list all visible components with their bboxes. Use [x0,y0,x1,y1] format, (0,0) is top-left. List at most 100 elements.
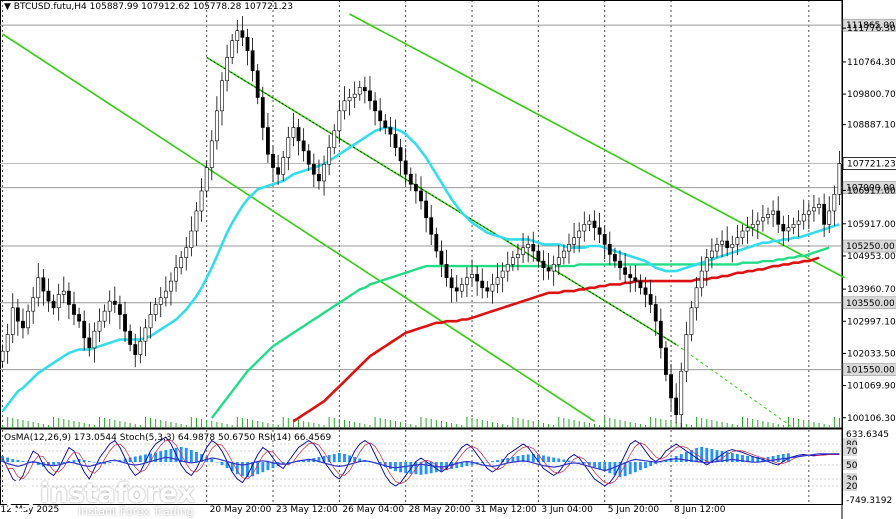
candle-body [26,310,30,329]
volume-bar [777,424,779,428]
osma-bar [695,447,698,463]
osma-bar [220,462,224,466]
osma-bar [281,462,285,465]
volume-bar [655,418,657,428]
volume-bar [93,425,95,428]
candle-body [822,204,827,225]
volume-bar [430,419,432,428]
candle-body [449,277,454,289]
volume-bar [793,418,795,428]
osma-bar [562,459,566,463]
trend-channel [2,13,845,429]
volume-bar [236,417,238,428]
osma-bar [603,462,607,472]
osma-bar [746,455,749,463]
volume-bar [282,417,284,428]
osma-bar [511,457,515,463]
osma-bar [536,454,540,463]
candle-body [623,267,628,275]
volume-bar [747,418,749,428]
candle-body [311,163,316,175]
osc-level-label: -749.3192 [846,496,892,506]
osma-bar [16,460,20,463]
candle-body [66,290,71,305]
volume-bar [752,419,754,428]
volume-bar [12,418,14,428]
osma-bar [164,449,168,463]
candle-body [628,274,633,279]
osc-level-label: 50 [846,461,858,471]
candle-body [388,127,393,135]
price-label: 105917.00 [847,220,896,230]
level-label-box [842,18,896,32]
osc-level-label: 70 [846,447,858,457]
osc-level-box [843,480,857,491]
volume-bar [568,419,570,428]
candle-body [750,224,755,228]
volume-bar [257,421,259,428]
osma-bar [526,454,530,463]
price-label: 106917.00 [847,186,896,196]
volume-bar [721,422,723,428]
candle-body [648,294,653,305]
volume-bar [772,423,774,428]
osma-bar [633,462,637,473]
osma-bar [654,462,658,465]
volume-bar [262,422,264,428]
candle-body [638,280,643,289]
candle-body [413,183,418,192]
candle-body [291,127,296,138]
volume-bar [726,423,728,428]
candle-body [77,314,81,322]
osma-bar [230,462,234,472]
volume-bar [144,417,146,428]
candle-body [342,100,347,112]
volume-bar [486,421,488,428]
candle-body [255,70,260,98]
osma-bar [577,462,581,463]
candle-body [761,217,765,222]
osma-bar [337,452,341,463]
volume-bar [798,419,800,428]
candle-body [133,344,138,355]
candle-body [470,274,474,279]
osma-bar [184,447,188,463]
volume-bar [701,418,703,428]
osma-bar [103,462,107,465]
volume-bar [109,419,111,428]
volume-bar [456,424,458,428]
osma-bar [741,454,744,463]
volume-bar [522,419,524,428]
volume-bar [277,425,279,428]
candle-body [653,304,658,322]
volume-bar [241,418,243,428]
osma-bar [582,462,586,464]
volume-bar [833,417,835,428]
candle-body [362,87,367,92]
volume-bar [47,425,49,428]
volume-bar [313,423,315,428]
candle-body [587,220,592,225]
candle-body [556,257,561,265]
time-label: 12 May 2025 [1,505,60,515]
candle-body [582,224,587,232]
candle-body [235,30,240,42]
candle-body [163,290,168,299]
candle-body [755,220,760,225]
volume-bar [532,421,534,428]
volume-bar [512,417,514,428]
volume-bar [558,417,560,428]
osma-bar [128,457,132,463]
volume-bar [588,423,590,428]
ema50-line [1,126,840,413]
volume-bar [828,425,830,428]
price-label: 103960.70 [847,285,896,295]
volume-bar [517,418,519,428]
volume-bar [665,420,667,428]
osma-bar [302,460,306,463]
volume-bar [195,418,197,428]
candle-body [439,250,444,265]
time-label: 28 May 20:00 [409,505,471,515]
volume-bar [639,424,641,428]
volume-bar [272,424,274,428]
